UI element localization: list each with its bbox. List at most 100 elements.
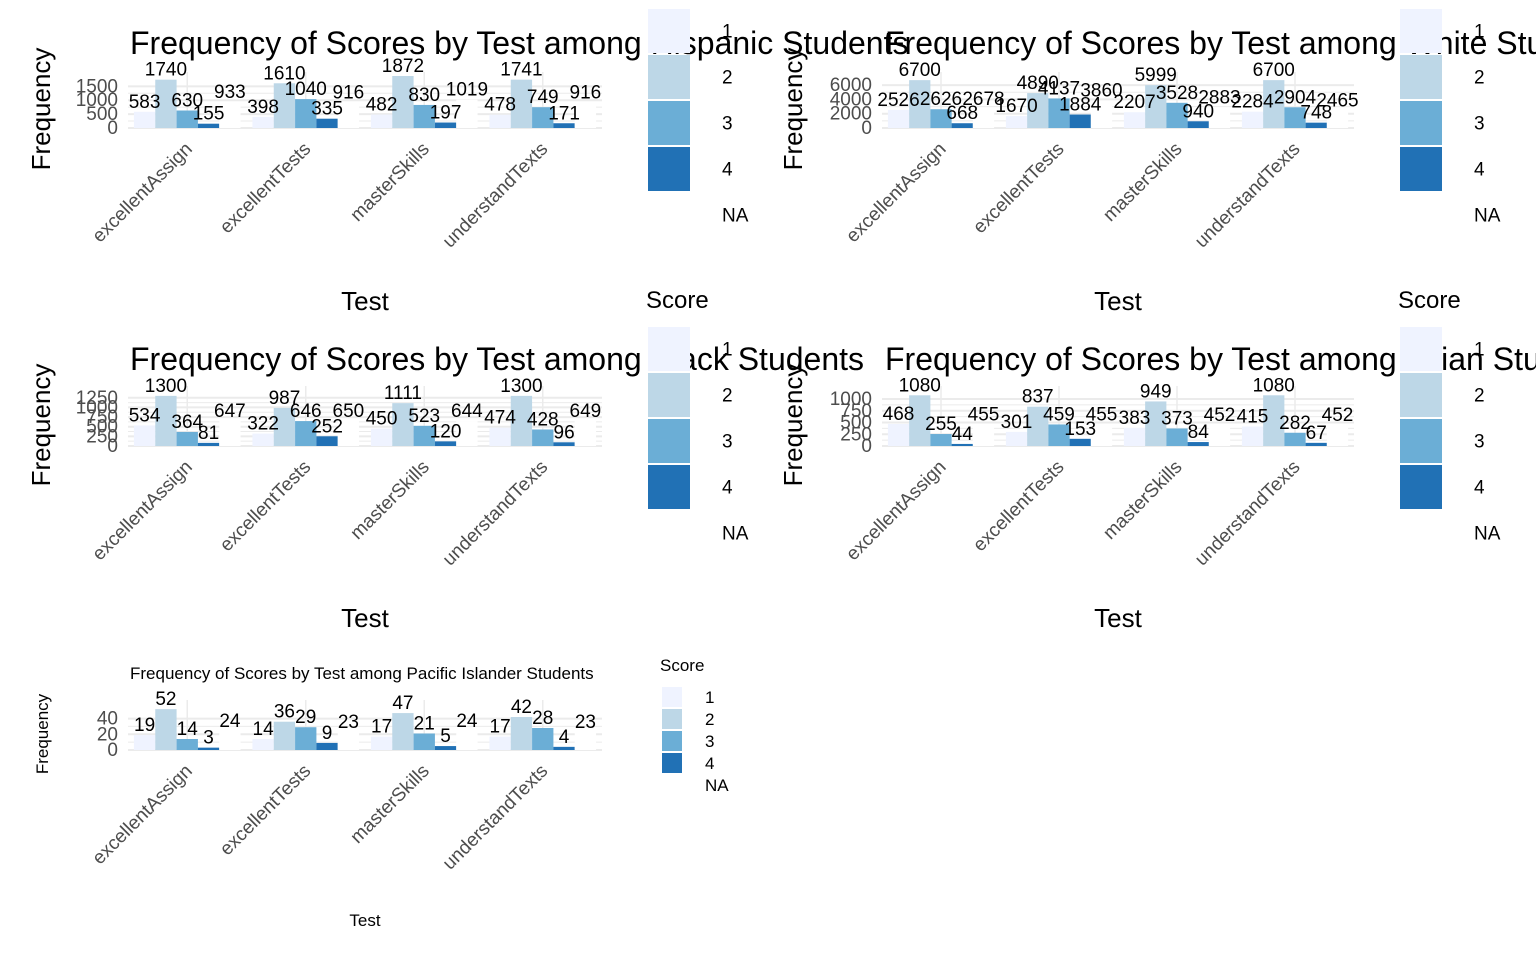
x-tick-labels: excellentAssign excellentTests masterSkill… (89, 761, 553, 874)
data-label: 4890 (1017, 73, 1059, 94)
data-label: 153 (1064, 419, 1096, 440)
legend-label: 3 (722, 432, 733, 453)
data-label: 24 (219, 711, 241, 732)
bar-understandTexts-score-3 (1284, 107, 1306, 128)
legend-key (662, 687, 682, 707)
legend-key (662, 753, 682, 773)
bar-masterSkills-score-4 (434, 122, 457, 128)
y-tick-label: 500 (840, 413, 872, 434)
y-tick-label: 0 (861, 118, 872, 139)
bar-excellentTests-score-3 (295, 99, 317, 128)
data-label: 96 (554, 422, 575, 443)
x-tick-label: masterSkills (347, 761, 434, 848)
x-tick-label: excellentTests (969, 139, 1068, 238)
data-label: 67 (1306, 423, 1327, 444)
bar-masterSkills-score-2 (1145, 401, 1167, 446)
data-label: 649 (570, 401, 602, 422)
bar-excellentAssign-score-NA (219, 102, 241, 128)
bar-masterSkills-score-2 (392, 713, 414, 750)
bar-excellentTests-score-4 (316, 436, 338, 446)
bar-excellentTests-score-NA (1090, 100, 1113, 128)
bar-understandTexts-score-4 (553, 746, 575, 750)
data-label: 9 (322, 723, 333, 744)
data-label: 2284 (1231, 92, 1274, 113)
bar-masterSkills-score-2 (392, 76, 414, 128)
bar-understandTexts-score-NA (574, 420, 597, 446)
bar-masterSkills-score-3 (413, 425, 435, 446)
bar-excellentTests-score-1 (252, 433, 274, 446)
bar-excellentAssign-score-NA (219, 421, 241, 446)
legend-key (648, 147, 690, 191)
bar-excellentAssign-score-2 (155, 709, 177, 750)
data-label: 2526 (877, 90, 919, 111)
data-label: 452 (1204, 405, 1236, 426)
data-label: 42 (511, 697, 532, 718)
bar-masterSkills-score-NA (456, 731, 478, 750)
bar-understandTexts-score-2 (1263, 395, 1285, 446)
y-tick-label: 1000 (76, 90, 118, 111)
data-label: 84 (1188, 422, 1210, 443)
bars (133, 395, 597, 446)
data-label: 1741 (500, 60, 542, 81)
data-label: 450 (366, 409, 398, 430)
bar-excellentTests-score-3 (1048, 98, 1070, 128)
data-label: 474 (484, 408, 516, 429)
legend-key (648, 9, 690, 53)
legend-key (1400, 327, 1442, 371)
chart-panel-1: 2526670026266682678167048904137188438602… (778, 9, 1536, 316)
y-tick-label: 750 (840, 401, 872, 422)
bar-excellentTests-score-3 (295, 727, 317, 750)
data-label: 468 (883, 404, 915, 425)
legend-key (1400, 419, 1442, 463)
data-label: 4137 (1038, 78, 1080, 99)
bar-understandTexts-score-2 (510, 395, 533, 446)
legend-label: 4 (705, 754, 714, 773)
bar-excellentAssign-score-1 (133, 425, 156, 446)
legend-label: 3 (722, 114, 733, 135)
data-label: 668 (946, 103, 978, 124)
x-tick-label: masterSkills (347, 457, 434, 544)
bar-masterSkills-score-2 (392, 403, 414, 446)
data-label: 2904 (1274, 87, 1317, 108)
data-label: 52 (155, 689, 176, 710)
bar-excellentTests-score-3 (1048, 424, 1070, 446)
data-label: 1872 (382, 56, 424, 77)
data-label: 428 (527, 409, 559, 430)
bar-excellentTests-score-1 (252, 116, 274, 128)
data-label: 459 (1043, 404, 1075, 425)
y-tick-label: 250 (840, 424, 872, 445)
bar-excellentTests-score-4 (316, 742, 338, 750)
data-label: 14 (253, 719, 275, 740)
bar-excellentTests-score-4 (316, 118, 338, 128)
bar-masterSkills-score-2 (1145, 85, 1167, 128)
data-label: 398 (247, 97, 279, 118)
bar-excellentAssign-score-1 (133, 735, 156, 750)
bar-excellentAssign-score-2 (909, 395, 931, 446)
data-label: 1111 (384, 383, 422, 404)
legend: 1 2 3 4 NA (1400, 327, 1501, 545)
y-tick-label: 0 (107, 436, 118, 457)
legend: 1 2 3 4 NA Score (1398, 9, 1501, 314)
data-label: 1670 (995, 96, 1037, 117)
data-label: 650 (333, 401, 365, 422)
bar-excellentTests-score-2 (273, 721, 296, 750)
data-label: 916 (333, 83, 365, 104)
bar-understandTexts-score-2 (510, 79, 533, 128)
y-tick-label: 750 (86, 407, 118, 428)
data-label: 81 (198, 423, 219, 444)
bar-masterSkills-score-1 (370, 428, 393, 446)
x-tick-label: excellentAssign (89, 457, 197, 565)
legend-label: 4 (1474, 478, 1485, 499)
data-label: 452 (1322, 405, 1354, 426)
x-tick-label: excellentAssign (842, 457, 950, 565)
x-axis-label: Test (341, 286, 389, 316)
legend-label: NA (722, 206, 749, 227)
bar-excellentAssign-score-NA (972, 108, 995, 128)
data-label: 1080 (899, 375, 941, 396)
x-axis-label: Test (349, 911, 380, 930)
data-label: 282 (1279, 413, 1311, 434)
